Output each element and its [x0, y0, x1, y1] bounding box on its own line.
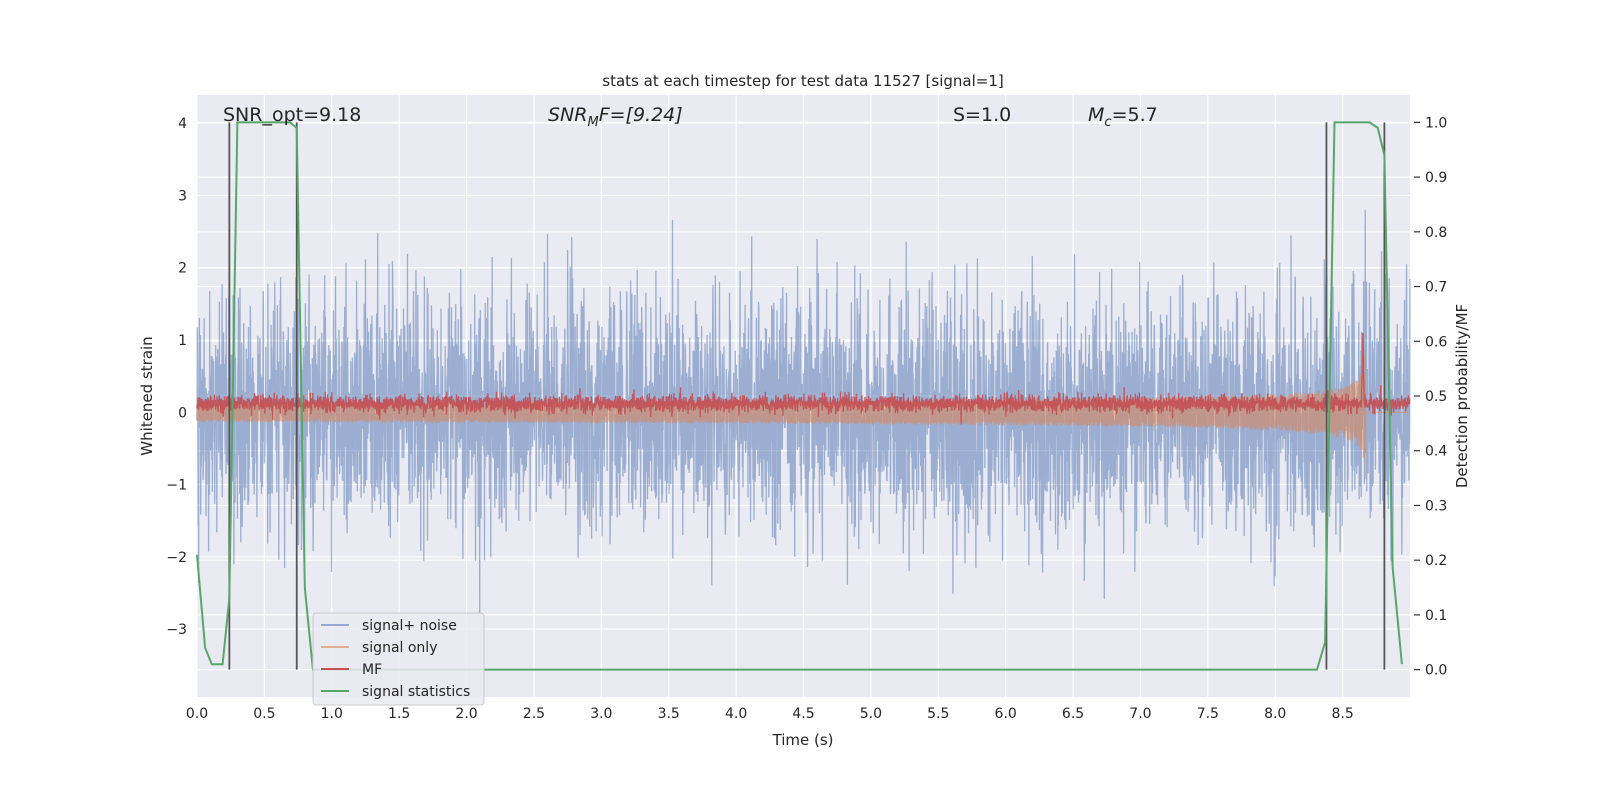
y-tick-label: −3	[166, 622, 187, 638]
y-right-tick-label: 0.8	[1425, 225, 1447, 241]
y-right-tick-label: 0.4	[1425, 444, 1447, 460]
annotation-snr-opt: SNR_opt=9.18	[223, 104, 361, 126]
y-right-tick-label: 0.6	[1425, 334, 1447, 350]
y-right-tick-label: 0.7	[1425, 280, 1447, 296]
y-axis-label: Whitened strain	[138, 336, 156, 455]
annotation-s: S=1.0	[953, 104, 1011, 126]
chart-title: stats at each timestep for test data 115…	[602, 72, 1003, 90]
x-axis-label: Time (s)	[772, 731, 834, 749]
x-tick-label: 6.5	[1062, 706, 1084, 722]
y-tick-label: 4	[178, 116, 187, 132]
x-tick-label: 1.0	[321, 706, 343, 722]
y-right-tick-label: 0.2	[1425, 553, 1447, 569]
x-tick-label: 4.0	[725, 706, 747, 722]
x-tick-label: 8.0	[1264, 706, 1286, 722]
legend-label-signal-only: signal only	[362, 640, 437, 656]
x-tick-label: 7.0	[1129, 706, 1151, 722]
x-tick-label: 4.5	[792, 706, 814, 722]
y-right-tick-label: 0.5	[1425, 389, 1447, 405]
x-tick-label: 5.5	[927, 706, 949, 722]
y-right-tick-label: 0.1	[1425, 608, 1447, 624]
legend-label-mf: MF	[362, 662, 382, 678]
x-tick-label: 3.0	[590, 706, 612, 722]
y-tick-label: −2	[166, 550, 187, 566]
x-tick-label: 2.5	[523, 706, 545, 722]
y-tick-label: 2	[178, 261, 187, 277]
y-tick-label: 0	[178, 405, 187, 421]
y-axis-right-label: Detection probability/MF	[1453, 304, 1471, 488]
y-right-tick-label: 0.3	[1425, 498, 1447, 514]
x-tick-label: 1.5	[388, 706, 410, 722]
y-tick-label: −1	[166, 478, 187, 494]
y-tick-label: 3	[178, 188, 187, 204]
y-right-tick-label: 0.9	[1425, 170, 1447, 186]
x-tick-label: 7.5	[1197, 706, 1219, 722]
legend-label-signal-statistics: signal statistics	[362, 684, 470, 700]
x-tick-label: 2.0	[455, 706, 477, 722]
y-tick-label: 1	[178, 333, 187, 349]
x-tick-label: 6.0	[995, 706, 1017, 722]
y-right-tick-label: 1.0	[1425, 115, 1447, 131]
x-tick-label: 3.5	[658, 706, 680, 722]
x-tick-label: 8.5	[1331, 706, 1353, 722]
legend: signal+ noise signal only MF signal stat…	[313, 613, 484, 705]
x-tick-label: 0.5	[253, 706, 275, 722]
y-right-tick-label: 0.0	[1425, 663, 1447, 679]
x-tick-label: 5.0	[860, 706, 882, 722]
legend-label-signal-noise: signal+ noise	[362, 618, 457, 634]
x-tick-label: 0.0	[186, 706, 208, 722]
